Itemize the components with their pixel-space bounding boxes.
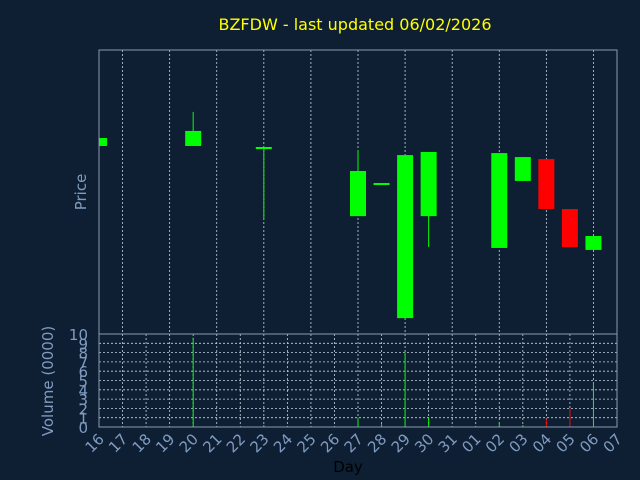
candle-body xyxy=(561,209,578,248)
volume-tick-label: 4 xyxy=(78,382,88,400)
candle-body xyxy=(185,130,202,146)
grid-layer xyxy=(98,50,618,428)
candle-body xyxy=(350,170,366,217)
volume-tick-label: 6 xyxy=(78,363,88,381)
y-axis-label: Price xyxy=(72,174,90,211)
volume-tick-label: 2 xyxy=(78,400,88,418)
volume-tick-label: 9 xyxy=(78,335,88,353)
candle-body xyxy=(514,157,531,181)
candle-body xyxy=(538,159,555,210)
volume-tick-label: 0 xyxy=(78,419,88,437)
candle-body xyxy=(99,138,107,146)
candle-body xyxy=(420,151,437,217)
volume-tick-label: 8 xyxy=(78,345,88,363)
candle-body xyxy=(397,155,414,319)
price-marks xyxy=(99,111,602,319)
volume-frame xyxy=(98,333,618,428)
volume-tick-label: 10 xyxy=(69,326,88,344)
volume-marks xyxy=(98,337,594,427)
volume-tick-label: 3 xyxy=(78,391,88,409)
candle-body xyxy=(491,153,508,248)
volume-tick-label: 5 xyxy=(78,373,88,391)
volume-tick-label: 7 xyxy=(78,354,88,372)
volume-tick-label: 1 xyxy=(78,410,88,428)
volume-axis-label: Volume (0000) xyxy=(39,326,57,436)
x-axis-label: Day xyxy=(333,458,363,476)
candle-body xyxy=(585,236,602,250)
chart-title: BZFDW - last updated 06/02/2026 xyxy=(218,15,491,34)
